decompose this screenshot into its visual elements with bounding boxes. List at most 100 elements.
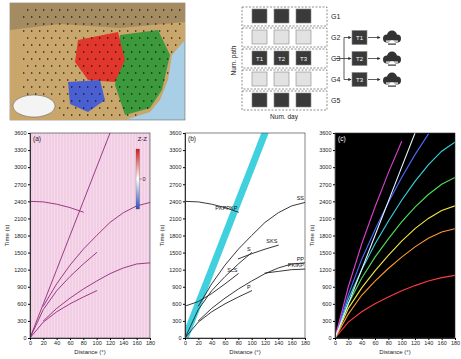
station	[95, 30, 97, 32]
tick: 0	[184, 338, 187, 346]
tick: 120	[261, 338, 270, 346]
station	[35, 37, 37, 39]
chart-panel: 0300600900120015001800210024002700300033…	[159, 130, 310, 355]
station	[111, 114, 113, 116]
tick: 2100	[14, 216, 30, 222]
station	[115, 51, 117, 53]
station	[171, 9, 173, 11]
tick-label: 60	[67, 340, 73, 346]
station	[151, 16, 153, 18]
texture-line	[83, 133, 84, 338]
station	[63, 30, 65, 32]
tick: 300	[172, 318, 185, 324]
station	[43, 23, 45, 25]
axis-title: Time (s)	[4, 225, 10, 247]
series-line	[43, 263, 150, 321]
series-line	[185, 253, 252, 338]
station	[23, 58, 25, 60]
map-region	[115, 30, 170, 115]
tick-label: 900	[17, 284, 26, 290]
station	[143, 72, 145, 74]
colorbar-tick	[140, 179, 142, 180]
tick: 180	[451, 338, 460, 346]
station	[63, 58, 65, 60]
station	[27, 23, 29, 25]
station	[23, 86, 25, 88]
station	[55, 44, 57, 46]
tick: 2100	[169, 216, 185, 222]
tick-label: 600	[322, 301, 331, 307]
tick-label: 2700	[169, 182, 181, 188]
texture-line	[134, 133, 135, 338]
texture-line	[53, 133, 54, 338]
tick: 80	[386, 338, 392, 346]
station	[127, 114, 129, 116]
station	[31, 44, 33, 46]
station	[103, 100, 105, 102]
y-axis: 0300600900120015001800210024002700300033…	[14, 130, 30, 341]
station	[147, 9, 149, 11]
station	[171, 51, 173, 53]
map-sea	[10, 3, 185, 120]
map-inset	[13, 95, 55, 117]
tick-label: 100	[398, 340, 407, 346]
cell	[296, 9, 311, 23]
tick: 100	[248, 338, 257, 346]
tick-mark	[183, 338, 185, 339]
tick-label: 20	[196, 340, 202, 346]
tick-label: 0	[328, 335, 331, 341]
tick-label: 80	[386, 340, 392, 346]
station	[35, 93, 37, 95]
station	[115, 79, 117, 81]
map-land	[10, 3, 185, 30]
station	[115, 9, 117, 11]
tick-mark	[183, 236, 185, 237]
station	[47, 44, 49, 46]
phase-label: SKS	[266, 238, 277, 244]
station	[119, 72, 121, 74]
cloud-part	[388, 44, 396, 45]
station	[83, 37, 85, 39]
station	[115, 37, 117, 39]
tick: 40	[209, 338, 215, 346]
station	[123, 37, 125, 39]
texture-line	[44, 133, 45, 338]
tick: 900	[17, 284, 30, 290]
station	[87, 44, 89, 46]
tick-label: 100	[93, 340, 102, 346]
station	[31, 58, 33, 60]
tick-label: 140	[119, 340, 128, 346]
arrow	[344, 58, 351, 59]
tick: 0	[29, 338, 32, 346]
station	[147, 37, 149, 39]
station	[123, 9, 125, 11]
tick: 60	[222, 338, 228, 346]
station	[175, 16, 177, 18]
tick-label: 180	[146, 340, 155, 346]
station	[71, 86, 73, 88]
station	[127, 30, 129, 32]
tick-label: 3300	[319, 147, 331, 153]
station	[91, 37, 93, 39]
station	[35, 65, 37, 67]
station	[131, 37, 133, 39]
station	[31, 30, 33, 32]
tick-label: 160	[133, 340, 142, 346]
task-box	[352, 31, 367, 45]
texture-line	[110, 133, 111, 338]
station	[55, 86, 57, 88]
station	[131, 107, 133, 109]
axis-label: Num. path	[230, 45, 238, 75]
tick-mark	[183, 304, 185, 305]
station	[91, 93, 93, 95]
station	[99, 23, 101, 25]
station	[135, 86, 137, 88]
station	[111, 58, 113, 60]
station	[155, 79, 157, 81]
connector	[336, 58, 344, 59]
station	[47, 30, 49, 32]
station	[111, 100, 113, 102]
cell-label: T2	[278, 56, 286, 62]
map	[10, 3, 185, 120]
texture-line	[116, 133, 117, 338]
